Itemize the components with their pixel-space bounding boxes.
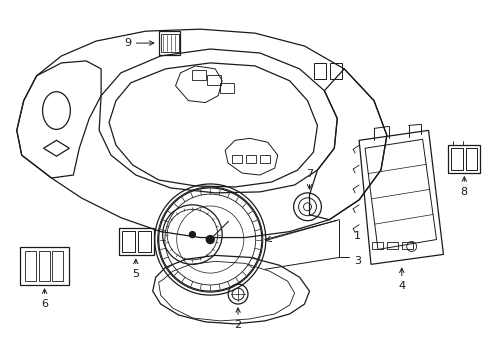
Text: 1: 1 — [353, 230, 361, 240]
Bar — [161, 34, 178, 52]
Bar — [25, 251, 36, 281]
Bar — [207, 75, 221, 85]
Circle shape — [206, 235, 214, 243]
Bar — [450, 148, 462, 170]
Bar — [371, 242, 382, 249]
Text: 6: 6 — [41, 289, 48, 309]
Bar — [39, 251, 49, 281]
Text: 4: 4 — [397, 268, 405, 291]
Bar — [314, 63, 325, 79]
Bar — [220, 83, 234, 93]
Bar — [330, 63, 342, 79]
Bar — [20, 247, 69, 285]
Bar — [192, 70, 206, 80]
Bar — [401, 242, 412, 249]
Bar — [386, 242, 397, 249]
Bar — [245, 155, 255, 163]
Bar — [232, 155, 242, 163]
Bar — [119, 228, 153, 255]
Bar — [259, 155, 269, 163]
Bar — [122, 231, 135, 252]
Text: 5: 5 — [132, 259, 139, 279]
Bar — [158, 31, 180, 55]
Bar — [138, 231, 150, 252]
Circle shape — [189, 231, 195, 238]
Text: 7: 7 — [305, 169, 312, 189]
Text: 3: 3 — [353, 256, 361, 266]
Bar — [466, 148, 476, 170]
Bar — [447, 145, 479, 173]
Text: 9: 9 — [123, 38, 154, 48]
Text: 8: 8 — [460, 177, 467, 197]
Text: 2: 2 — [234, 308, 241, 330]
Bar — [52, 251, 63, 281]
